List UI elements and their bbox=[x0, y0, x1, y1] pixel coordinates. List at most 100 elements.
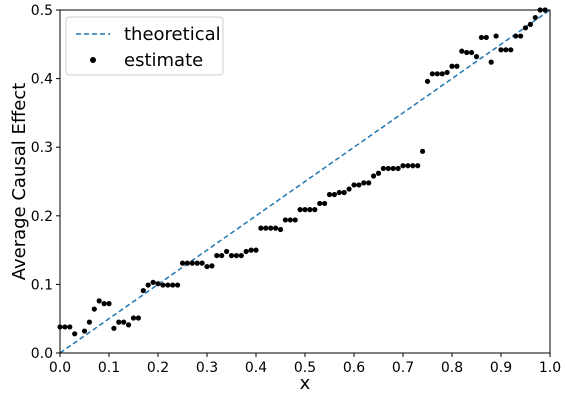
estimate-point bbox=[292, 217, 298, 223]
estimate-point bbox=[312, 207, 318, 213]
estimate-point bbox=[238, 252, 244, 259]
estimate-point bbox=[145, 282, 151, 288]
estimate-point bbox=[366, 180, 372, 186]
estimate-point bbox=[307, 207, 313, 213]
estimate-point bbox=[243, 248, 249, 255]
estimate-point bbox=[62, 324, 68, 330]
estimate-point bbox=[121, 319, 127, 325]
estimate-point bbox=[282, 217, 288, 223]
legend-estimate-label: estimate bbox=[124, 50, 203, 71]
estimate-point bbox=[395, 165, 401, 172]
estimate-point bbox=[233, 252, 239, 259]
estimate-point bbox=[503, 47, 509, 53]
estimate-point bbox=[532, 14, 538, 21]
estimate-point bbox=[351, 182, 357, 188]
estimate-point bbox=[253, 247, 259, 253]
x-tick-label: 0.8 bbox=[441, 360, 463, 376]
y-tick-label: 0.4 bbox=[31, 72, 53, 88]
estimate-point bbox=[356, 182, 362, 188]
x-tick-label: 0.4 bbox=[245, 360, 267, 376]
estimate-point bbox=[273, 225, 279, 231]
estimate-point bbox=[405, 163, 411, 169]
estimate-point bbox=[336, 189, 342, 196]
estimate-point bbox=[326, 191, 333, 198]
estimate-point bbox=[380, 165, 386, 172]
estimate-point bbox=[86, 319, 92, 325]
estimate-point bbox=[478, 34, 484, 41]
estimate-point bbox=[219, 252, 225, 259]
estimate-point bbox=[454, 63, 460, 69]
x-axis-label: x bbox=[300, 373, 311, 394]
estimate-point bbox=[287, 217, 293, 223]
estimate-point bbox=[527, 21, 534, 28]
estimate-point bbox=[277, 226, 284, 233]
y-tick-label: 0.0 bbox=[31, 346, 53, 362]
estimate-point bbox=[498, 47, 504, 53]
y-tick-label: 0.3 bbox=[31, 140, 53, 156]
estimate-point bbox=[130, 315, 137, 321]
estimate-point bbox=[263, 225, 269, 231]
estimate-point bbox=[415, 163, 421, 169]
estimate-point bbox=[96, 298, 102, 304]
estimate-point bbox=[126, 322, 132, 328]
estimate-point bbox=[91, 306, 97, 312]
estimate-point bbox=[189, 260, 195, 266]
estimate-point bbox=[390, 165, 396, 172]
y-tick-label: 0.5 bbox=[31, 3, 53, 19]
estimate-point bbox=[522, 25, 529, 31]
plot-area bbox=[57, 7, 551, 354]
estimate-point bbox=[331, 191, 337, 198]
estimate-point bbox=[483, 34, 489, 41]
estimate-point bbox=[341, 189, 347, 196]
estimate-point bbox=[297, 207, 303, 213]
estimate-point bbox=[135, 315, 141, 321]
estimate-point bbox=[371, 173, 377, 179]
x-tick-label: 0.0 bbox=[49, 360, 71, 376]
x-axis: 0.0 0.1 0.2 0.3 0.4 0.5 0.6 0.7 0.8 0.9 1.0 bbox=[49, 353, 561, 376]
x-tick-label: 0.2 bbox=[147, 360, 169, 376]
legend-estimate-marker bbox=[90, 57, 96, 63]
estimate-point bbox=[184, 260, 190, 266]
estimate-point bbox=[375, 170, 382, 176]
estimate-point bbox=[209, 263, 215, 269]
estimate-point bbox=[400, 163, 406, 169]
estimate-point bbox=[464, 49, 470, 56]
estimate-point bbox=[165, 282, 171, 288]
estimate-point bbox=[194, 260, 200, 266]
estimate-point bbox=[361, 180, 367, 186]
estimate-point bbox=[420, 148, 426, 154]
estimate-point bbox=[410, 163, 416, 169]
estimate-point bbox=[346, 186, 352, 192]
estimate-point bbox=[72, 331, 78, 337]
estimate-point bbox=[160, 282, 166, 288]
x-tick-label: 0.9 bbox=[490, 360, 512, 376]
estimate-point bbox=[439, 71, 445, 77]
estimate-point bbox=[518, 33, 524, 39]
x-tick-label: 0.3 bbox=[196, 360, 218, 376]
estimate-point bbox=[322, 200, 328, 207]
estimate-point bbox=[385, 165, 391, 172]
estimate-point bbox=[140, 287, 146, 294]
legend-theoretical-label: theoretical bbox=[124, 24, 221, 45]
estimate-point bbox=[67, 324, 73, 330]
estimate-point bbox=[81, 328, 88, 334]
y-tick-label: 0.2 bbox=[31, 209, 53, 225]
y-axis: 0.0 0.1 0.2 0.3 0.4 0.5 bbox=[31, 3, 60, 362]
estimate-point bbox=[459, 48, 465, 54]
y-tick-label: 0.1 bbox=[31, 277, 53, 293]
legend-box bbox=[65, 16, 224, 76]
estimate-point bbox=[302, 207, 308, 213]
theoretical-line bbox=[59, 9, 551, 354]
estimate-point bbox=[175, 282, 181, 288]
estimate-point bbox=[248, 247, 254, 253]
estimate-point bbox=[150, 279, 156, 285]
estimate-point bbox=[434, 71, 440, 77]
estimate-point bbox=[508, 47, 514, 53]
estimate-point bbox=[116, 319, 122, 325]
estimate-point bbox=[424, 78, 431, 84]
estimate-point bbox=[513, 33, 519, 39]
estimate-point bbox=[228, 252, 235, 259]
estimate-point bbox=[493, 33, 499, 39]
estimate-point bbox=[473, 54, 480, 60]
estimate-point bbox=[155, 281, 161, 287]
